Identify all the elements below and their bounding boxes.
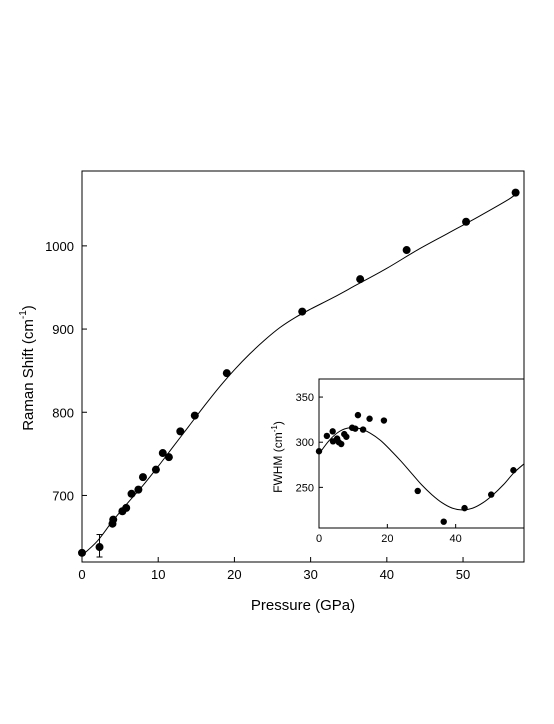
inset-y-tick-label: 300 — [296, 437, 314, 449]
main-data-point — [78, 548, 86, 557]
main-data-point — [190, 411, 199, 420]
inset-data-point — [366, 415, 373, 422]
inset-x-tick-label: 40 — [450, 533, 462, 545]
inset-data-point — [488, 491, 495, 498]
main-y-axis-label: Raman Shift (cm-1) — [18, 305, 37, 431]
inset-data-point — [352, 425, 359, 432]
main-y-axis-label-text: Raman Shift (cm — [20, 319, 37, 431]
main-y-tick-label: 1000 — [45, 239, 74, 254]
inset-data-point — [440, 518, 447, 525]
inset-data-point — [354, 411, 362, 419]
main-x-tick-label: 0 — [78, 567, 85, 582]
main-data-point — [298, 307, 307, 316]
main-data-point — [511, 188, 520, 197]
main-data-point — [127, 489, 136, 498]
main-x-tick-label: 40 — [380, 567, 394, 582]
inset-data-point — [329, 428, 336, 435]
main-y-axis-label-sup: -1 — [18, 310, 29, 319]
main-y-axis-label-close: ) — [20, 305, 37, 310]
main-data-point — [402, 246, 411, 255]
main-y-tick-label: 700 — [52, 488, 74, 503]
main-plot-frame — [81, 170, 525, 563]
main-x-tick-label: 50 — [456, 567, 470, 582]
inset-y-axis-label-close: ) — [271, 421, 285, 425]
main-data-point — [109, 515, 118, 524]
inset-y-axis-label-sup: -1 — [270, 425, 279, 433]
main-data-point — [138, 473, 147, 482]
main-data-point — [176, 427, 185, 436]
inset-y-tick-label: 250 — [296, 482, 314, 494]
main-x-axis-label: Pressure (GPa) — [251, 597, 355, 614]
inset-data-points — [315, 411, 517, 525]
inset-data-point — [414, 487, 421, 495]
main-data-point — [164, 453, 173, 462]
inset-plot-frame — [318, 378, 525, 529]
inset-data-point — [343, 433, 350, 440]
main-y-tick-label: 900 — [52, 322, 74, 337]
inset-data-point — [380, 417, 388, 424]
inset-data-point — [510, 467, 517, 474]
main-y-tick-label: 800 — [52, 405, 74, 420]
main-axis-ticks: 0 10 20 30 40 50 700 800 900 1000 — [45, 239, 470, 582]
main-data-point — [134, 485, 143, 494]
inset-x-tick-label: 20 — [381, 533, 393, 545]
main-data-point — [95, 543, 104, 552]
main-data-point — [462, 217, 471, 226]
inset-data-point — [315, 448, 323, 455]
main-data-point — [158, 449, 167, 458]
main-data-point — [356, 275, 365, 284]
inset-x-tick-label: 0 — [316, 533, 322, 545]
main-data-point — [151, 465, 160, 474]
inset-axis-ticks: 0 20 40 250 300 350 — [296, 392, 462, 545]
inset-data-point — [338, 440, 345, 448]
main-x-tick-label: 30 — [303, 567, 317, 582]
inset-y-axis-label-text: FWHM (cm — [271, 432, 285, 493]
main-fit-curve — [81, 193, 517, 556]
inset-data-point — [461, 504, 468, 512]
inset-data-point — [323, 432, 331, 440]
main-data-point — [222, 369, 231, 378]
inset-y-axis-label: FWHM (cm-1) — [270, 421, 285, 493]
inset-y-tick-label: 350 — [296, 392, 314, 404]
main-data-points — [78, 188, 520, 557]
inset-data-point — [359, 426, 367, 433]
main-x-tick-label: 20 — [227, 567, 241, 582]
main-x-tick-label: 10 — [151, 567, 165, 582]
main-data-point — [122, 503, 131, 512]
